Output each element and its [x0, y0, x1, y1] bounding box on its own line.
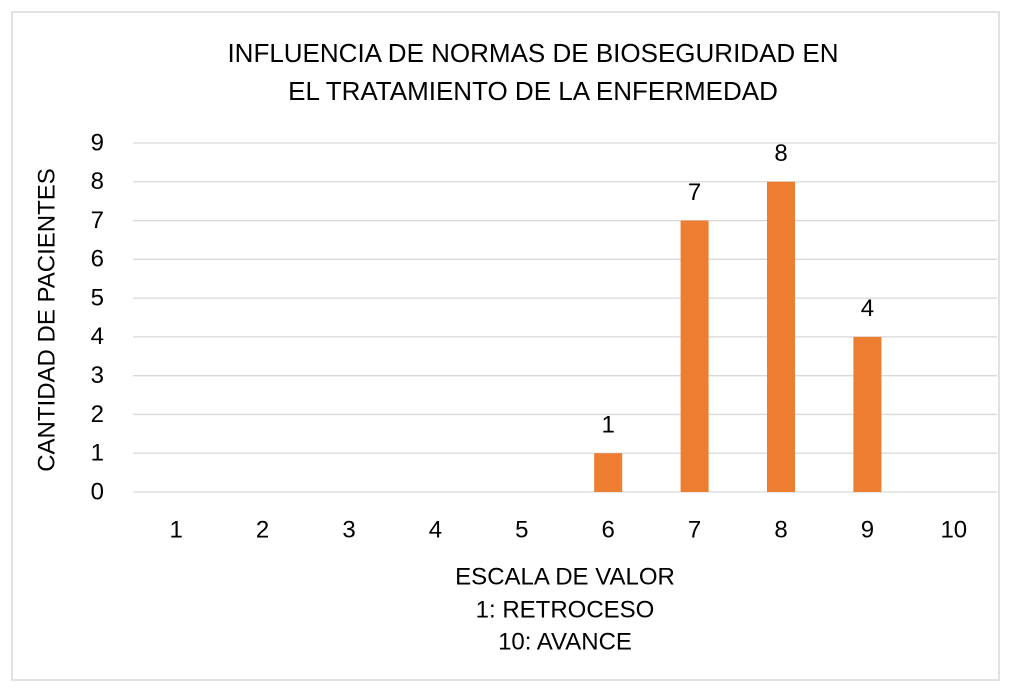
data-label: 4	[861, 295, 874, 322]
y-axis-title: CANTIDAD DE PACIENTES	[33, 168, 60, 472]
y-tick-label: 0	[91, 478, 104, 505]
chart-frame	[11, 11, 1000, 681]
y-tick-label: 5	[91, 284, 104, 311]
y-tick-label: 9	[91, 129, 104, 156]
x-tick-label: 7	[688, 516, 701, 543]
x-axis-title: 10: AVANCE	[498, 628, 632, 655]
x-tick-label: 4	[429, 516, 442, 543]
y-tick-label: 4	[91, 323, 104, 350]
y-tick-label: 7	[91, 207, 104, 234]
chart-title: EL TRATAMIENTO DE LA ENFERMEDAD	[288, 76, 778, 106]
x-tick-label: 6	[602, 516, 615, 543]
x-tick-label: 9	[861, 516, 874, 543]
bar	[594, 453, 623, 492]
x-axis-title: ESCALA DE VALOR	[455, 563, 675, 590]
bar	[767, 181, 795, 492]
y-tick-label: 6	[91, 246, 104, 273]
x-tick-label: 3	[342, 516, 355, 543]
y-tick-label: 3	[91, 362, 104, 389]
x-tick-label: 5	[515, 516, 528, 543]
y-tick-label: 8	[91, 168, 104, 195]
data-label: 7	[688, 179, 701, 206]
data-label: 8	[774, 140, 787, 167]
x-tick-label: 1	[170, 516, 183, 543]
x-axis-title: 1: RETROCESO	[476, 596, 655, 623]
y-tick-label: 1	[91, 440, 104, 467]
x-tick-label: 2	[256, 516, 269, 543]
chart-title: INFLUENCIA DE NORMAS DE BIOSEGURIDAD EN	[227, 38, 838, 68]
x-tick-label: 10	[940, 516, 967, 543]
x-tick-label: 8	[774, 516, 787, 543]
data-label: 1	[602, 412, 615, 439]
y-tick-label: 2	[91, 401, 104, 428]
bar	[680, 220, 709, 493]
bar	[853, 336, 882, 492]
